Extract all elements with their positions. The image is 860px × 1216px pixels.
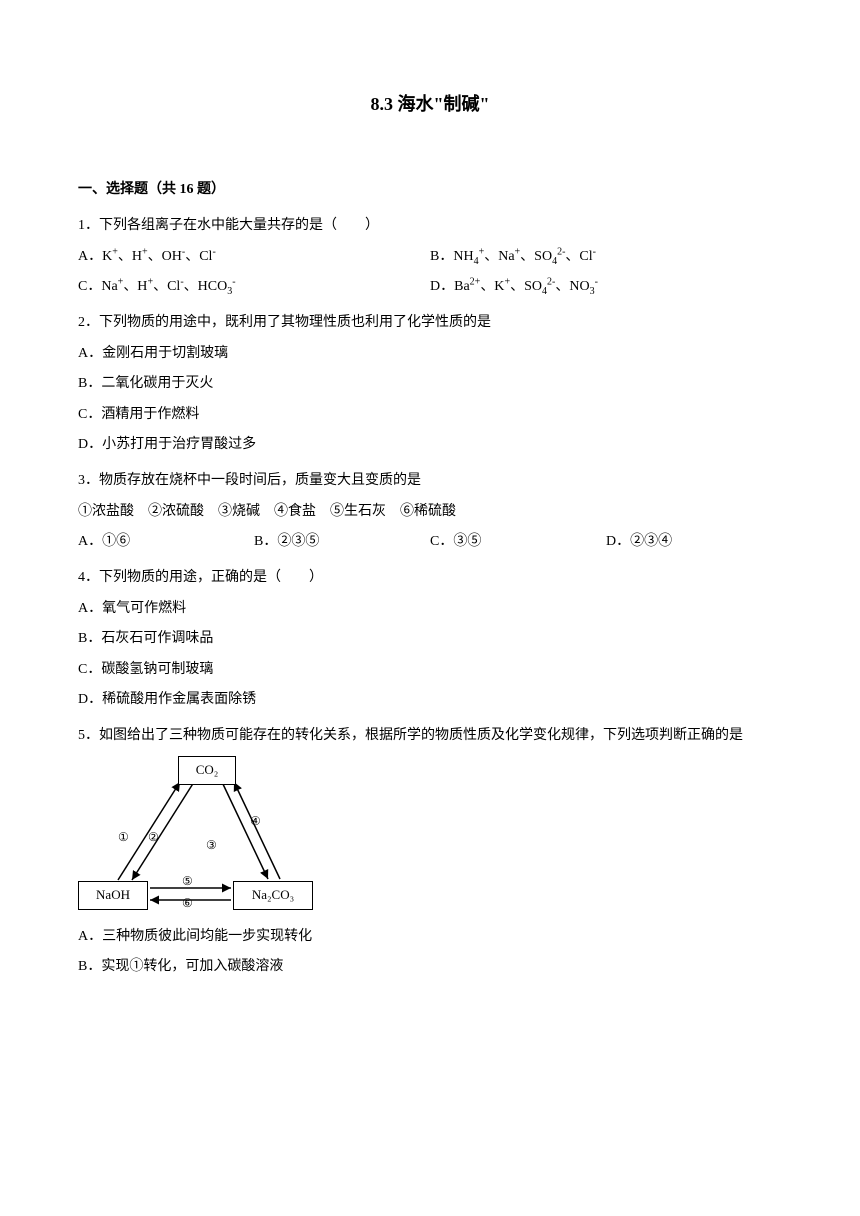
diagram-label-4: ④ [250, 812, 261, 831]
q3-option-a: A．①⑥ [78, 531, 254, 553]
q1-stem: 1．下列各组离子在水中能大量共存的是（ ） [78, 215, 782, 237]
q1-option-d: D．Ba2+、K+、SO42-、NO3- [430, 276, 782, 298]
q5-diagram: CO₂ NaOH Na₂CO₃ ① ② ③ ④ ⑤ ⑥ [78, 756, 782, 916]
q2-stem: 2．下列物质的用途中，既利用了其物理性质也利用了化学性质的是 [78, 312, 782, 334]
diagram-label-1: ① [118, 828, 129, 847]
q1-option-c: C．Na+、H+、Cl-、HCO3- [78, 276, 430, 298]
question-3: 3．物质存放在烧杯中一段时间后，质量变大且变质的是 ①浓盐酸 ②浓硫酸 ③烧碱 … [78, 470, 782, 553]
section-header: 一、选择题（共 16 题） [78, 179, 782, 201]
q4-option-a: A．氧气可作燃料 [78, 598, 782, 620]
q2-option-b: B．二氧化碳用于灭火 [78, 373, 782, 395]
diagram-box-naoh: NaOH [78, 881, 148, 910]
q3-items: ①浓盐酸 ②浓硫酸 ③烧碱 ④食盐 ⑤生石灰 ⑥稀硫酸 [78, 501, 782, 523]
diagram-label-3: ③ [206, 836, 217, 855]
diagram-box-na2co3: Na₂CO₃ [233, 881, 313, 910]
diagram-label-2: ② [148, 828, 159, 847]
q3-stem: 3．物质存放在烧杯中一段时间后，质量变大且变质的是 [78, 470, 782, 492]
question-1: 1．下列各组离子在水中能大量共存的是（ ） A．K+、H+、OH-、Cl- B．… [78, 215, 782, 298]
question-5: 5．如图给出了三种物质可能存在的转化关系，根据所学的物质性质及化学变化规律，下列… [78, 725, 782, 978]
q3-option-c: C．③⑤ [430, 531, 606, 553]
diagram-label-6: ⑥ [182, 894, 193, 913]
q4-stem: 4．下列物质的用途，正确的是（ ） [78, 567, 782, 589]
q2-option-c: C．酒精用于作燃料 [78, 404, 782, 426]
page-title: 8.3 海水"制碱" [78, 90, 782, 119]
q1-option-b: B．NH4+、Na+、SO42-、Cl- [430, 246, 782, 268]
q1-option-a: A．K+、H+、OH-、Cl- [78, 246, 430, 268]
q5-option-a: A．三种物质彼此间均能一步实现转化 [78, 926, 782, 948]
question-4: 4．下列物质的用途，正确的是（ ） A．氧气可作燃料 B．石灰石可作调味品 C．… [78, 567, 782, 711]
diagram-label-5: ⑤ [182, 872, 193, 891]
q4-option-c: C．碳酸氢钠可制玻璃 [78, 659, 782, 681]
q2-option-a: A．金刚石用于切割玻璃 [78, 343, 782, 365]
diagram-box-co2: CO₂ [178, 756, 236, 785]
q3-option-b: B．②③⑤ [254, 531, 430, 553]
q4-option-d: D．稀硫酸用作金属表面除锈 [78, 689, 782, 711]
q5-stem: 5．如图给出了三种物质可能存在的转化关系，根据所学的物质性质及化学变化规律，下列… [78, 725, 782, 747]
q3-option-d: D．②③④ [606, 531, 782, 553]
question-2: 2．下列物质的用途中，既利用了其物理性质也利用了化学性质的是 A．金刚石用于切割… [78, 312, 782, 456]
q5-option-b: B．实现①转化，可加入碳酸溶液 [78, 956, 782, 978]
q2-option-d: D．小苏打用于治疗胃酸过多 [78, 434, 782, 456]
q4-option-b: B．石灰石可作调味品 [78, 628, 782, 650]
